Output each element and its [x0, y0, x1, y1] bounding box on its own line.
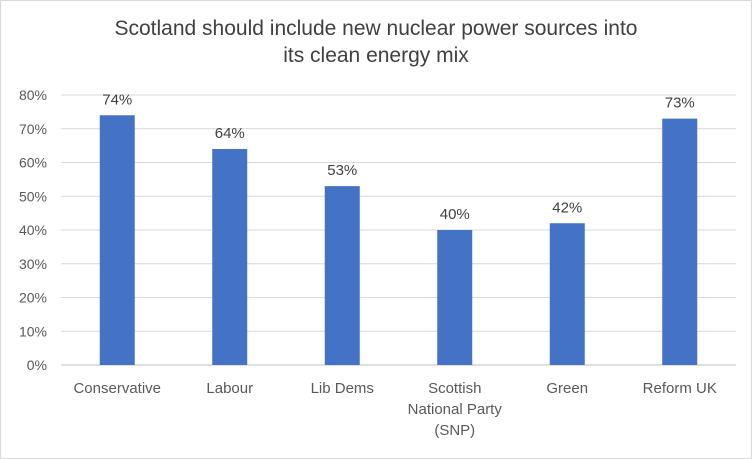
y-tick-label: 80% [19, 87, 47, 103]
data-label: 40% [440, 206, 470, 223]
data-label: 74% [102, 91, 132, 108]
bar-3 [324, 186, 360, 365]
bar-4 [437, 230, 473, 365]
y-tick-label: 70% [19, 121, 47, 137]
y-tick-label: 0% [27, 357, 47, 373]
x-category-label: Lib Dems [311, 380, 374, 397]
bar-6 [662, 118, 698, 365]
y-tick-label: 30% [19, 256, 47, 272]
bar-1 [99, 115, 135, 365]
y-tick-label: 10% [19, 323, 47, 339]
x-category-label: Labour [206, 380, 253, 397]
x-category-label: Conservative [73, 380, 161, 397]
x-category-label: Scottish [428, 380, 481, 397]
y-tick-label: 40% [19, 222, 47, 238]
y-tick-label: 60% [19, 155, 47, 171]
x-category-label: Reform UK [643, 380, 717, 397]
y-tick-label: 20% [19, 290, 47, 306]
x-category-label: (SNP) [434, 422, 475, 439]
x-category-label: National Party [408, 401, 503, 418]
x-category-label: Green [546, 380, 588, 397]
data-label: 53% [327, 162, 357, 179]
bar-5 [549, 223, 585, 365]
chart-title: Scotland should include new nuclear powe… [114, 17, 638, 67]
data-label: 73% [665, 95, 695, 112]
y-tick-label: 50% [19, 188, 47, 204]
data-label: 64% [215, 125, 245, 142]
bar-2 [212, 149, 248, 365]
data-label: 42% [552, 199, 582, 216]
